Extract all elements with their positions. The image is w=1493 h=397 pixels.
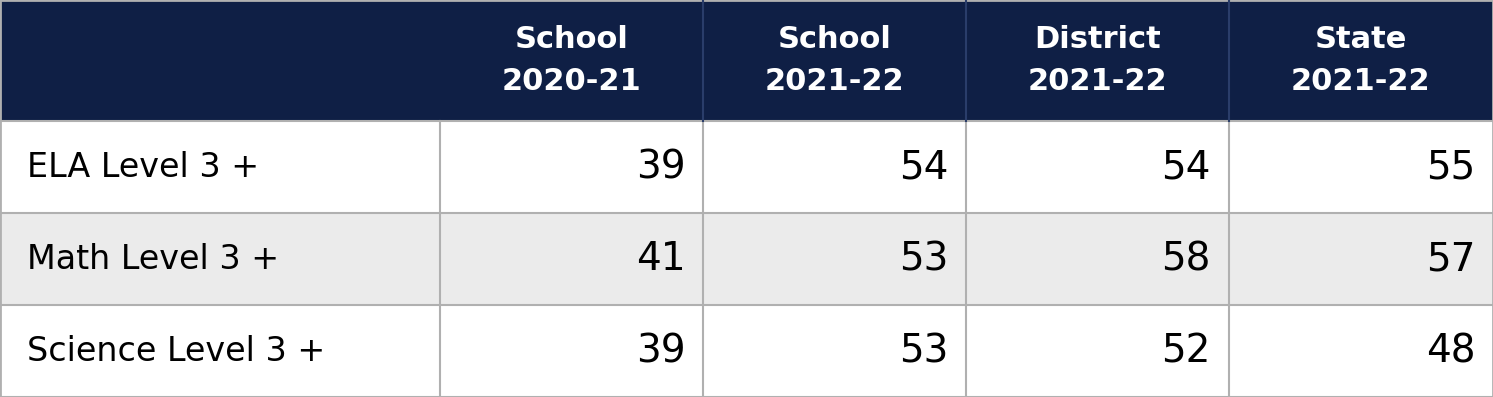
Text: School: School bbox=[515, 25, 629, 54]
Text: 41: 41 bbox=[636, 240, 685, 278]
Text: 2021-22: 2021-22 bbox=[764, 67, 905, 96]
Text: 58: 58 bbox=[1162, 240, 1211, 278]
Text: Science Level 3 +: Science Level 3 + bbox=[27, 335, 325, 368]
Text: District: District bbox=[1035, 25, 1160, 54]
Text: State: State bbox=[1315, 25, 1406, 54]
Text: 53: 53 bbox=[899, 332, 948, 370]
Bar bbox=[0, 213, 1493, 305]
Text: 53: 53 bbox=[899, 240, 948, 278]
Text: 2021-22: 2021-22 bbox=[1027, 67, 1168, 96]
Text: School: School bbox=[778, 25, 891, 54]
Text: Math Level 3 +: Math Level 3 + bbox=[27, 243, 279, 276]
Text: 54: 54 bbox=[899, 148, 948, 186]
Text: 54: 54 bbox=[1162, 148, 1211, 186]
Bar bbox=[0, 0, 1493, 121]
Text: 39: 39 bbox=[636, 332, 685, 370]
Bar bbox=[0, 305, 1493, 397]
Text: 39: 39 bbox=[636, 148, 685, 186]
Text: ELA Level 3 +: ELA Level 3 + bbox=[27, 150, 258, 183]
Text: 55: 55 bbox=[1426, 148, 1475, 186]
Text: 48: 48 bbox=[1426, 332, 1475, 370]
Text: 2020-21: 2020-21 bbox=[502, 67, 642, 96]
Text: 57: 57 bbox=[1426, 240, 1475, 278]
Bar bbox=[0, 121, 1493, 213]
Text: 52: 52 bbox=[1162, 332, 1211, 370]
Text: 2021-22: 2021-22 bbox=[1291, 67, 1430, 96]
